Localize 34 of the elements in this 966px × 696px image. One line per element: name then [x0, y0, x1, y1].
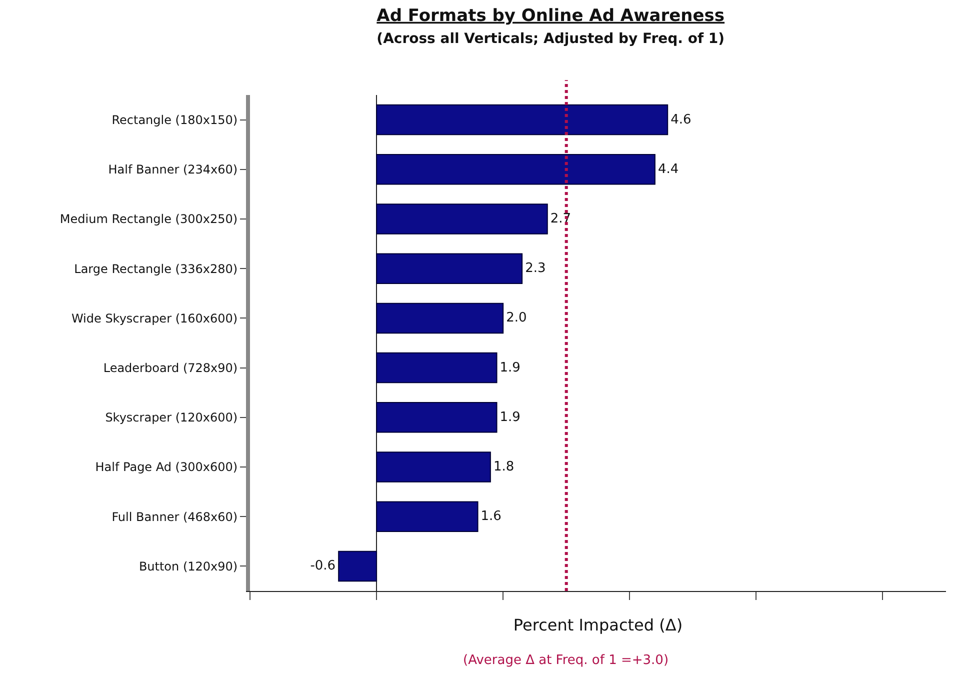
y-tick-label: Half Banner (234x60) [108, 162, 238, 177]
y-tick-label: Skyscraper (120x600) [105, 410, 238, 425]
bar [376, 154, 656, 185]
bar [376, 302, 504, 334]
y-tick-label: Wide Skyscraper (160x600) [71, 311, 238, 326]
y-tick-label: Large Rectangle (336x280) [74, 262, 238, 276]
y-tick-label: Button (120x90) [138, 559, 238, 574]
data-label: 1.6 [480, 509, 502, 524]
data-label: 4.4 [658, 162, 679, 177]
bar [376, 253, 523, 284]
y-tick-label: Leaderboard (728x90) [103, 361, 238, 375]
bar [376, 204, 548, 234]
y-tick-label: Half Page Ad (300x600) [95, 460, 238, 474]
data-label: -0.6 [310, 558, 336, 574]
x-axis-title: Percent Impacted (Δ) [513, 616, 683, 635]
data-label: 4.6 [670, 112, 692, 128]
bar [376, 104, 668, 136]
data-label: 1.9 [500, 360, 520, 376]
bar [376, 452, 491, 482]
bar [376, 352, 498, 384]
ref-line-label: (Average Δ at Freq. of 1 =+3.0) [463, 653, 669, 668]
data-label: 1.8 [493, 460, 514, 474]
chart-title: Ad Formats by Online Ad Awareness [376, 6, 725, 26]
y-tick-label: Medium Rectangle (300x250) [60, 212, 238, 226]
bar [338, 550, 378, 582]
chart-subtitle: (Across all Verticals; Adjusted by Freq. of 1) [376, 30, 725, 47]
data-label: 2.3 [525, 261, 546, 276]
bar [376, 501, 478, 532]
y-tick-label: Rectangle (180x150) [112, 113, 238, 127]
data-label: 1.9 [500, 410, 520, 425]
data-label: 2.7 [550, 212, 572, 226]
data-label: 2.0 [506, 310, 527, 326]
y-tick-label: Full Banner (468x60) [112, 510, 238, 524]
bar [376, 402, 498, 433]
